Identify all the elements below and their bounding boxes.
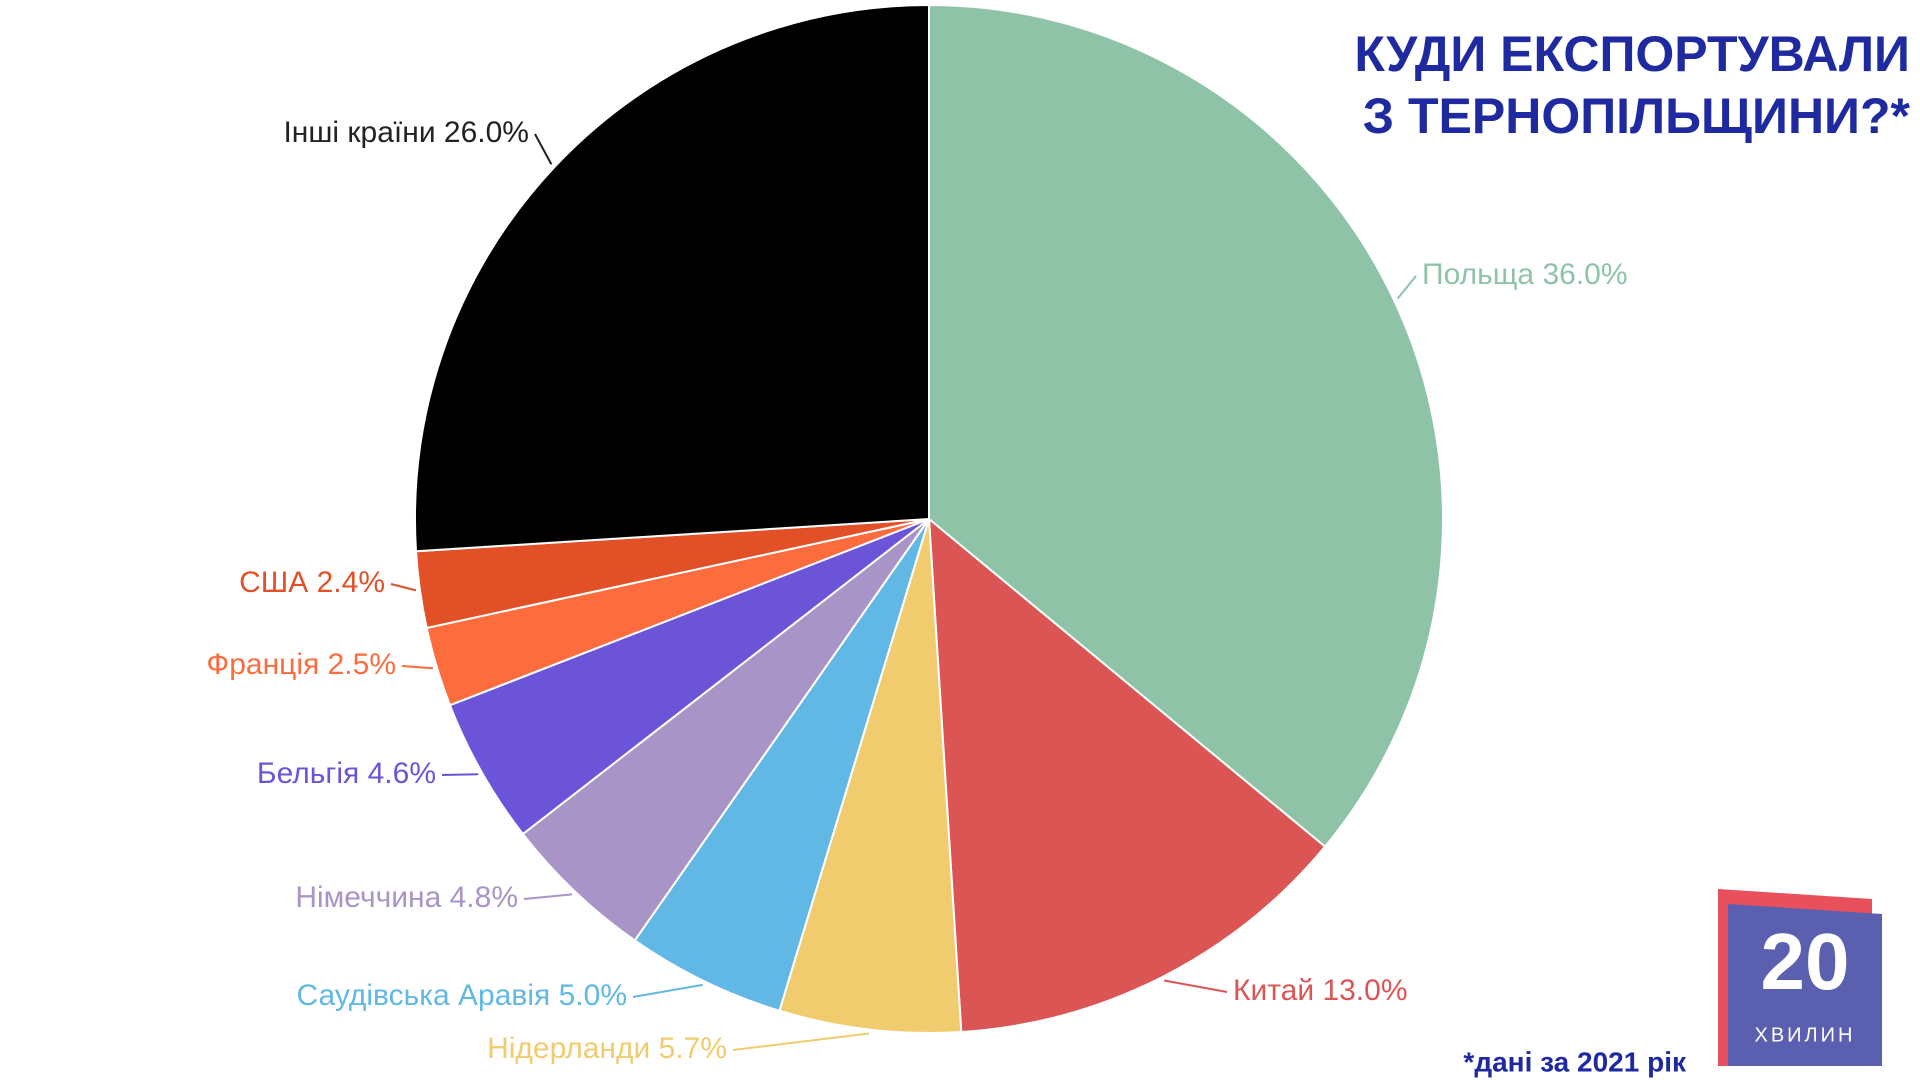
- chart-title: КУДИ ЕКСПОРТУВАЛИ: [1354, 26, 1910, 82]
- label-name: Німеччина: [295, 881, 441, 914]
- pie-slice: [927, 516, 1327, 1034]
- label-value: 2.4%: [317, 566, 385, 599]
- label-name: Китай: [1233, 974, 1314, 1007]
- leader-line: [401, 665, 434, 670]
- label-name: Франція: [206, 648, 319, 681]
- leader-line: [534, 133, 553, 165]
- data-label: Саудівська Аравія 5.0%: [296, 979, 627, 1012]
- leader-line: [441, 773, 479, 776]
- leader-line: [523, 893, 573, 900]
- label-name: Нідерланди: [487, 1032, 650, 1065]
- label-name: Бельгія: [257, 757, 359, 790]
- logo-box: [1728, 904, 1882, 1066]
- data-label: Франція 2.5%: [206, 648, 396, 681]
- leader-line: [1163, 979, 1228, 993]
- pie-slice: [928, 3, 1444, 849]
- leader-line: [632, 983, 703, 998]
- data-label: Німеччина 4.8%: [295, 881, 518, 914]
- logo: 20 ХВИЛИН: [1718, 889, 1882, 1066]
- data-label: Нідерланди 5.7%: [487, 1032, 727, 1065]
- label-name: Інші країни: [283, 116, 435, 149]
- label-value: 2.5%: [328, 648, 396, 681]
- data-label: Китай 13.0%: [1233, 974, 1408, 1007]
- pie-slice: [414, 3, 930, 553]
- data-label: Інші країни 26.0%: [283, 116, 529, 149]
- pie-slice: [633, 518, 930, 1012]
- pie-slice: [778, 518, 963, 1034]
- pie-slice: [521, 518, 930, 942]
- label-value: 36.0%: [1542, 258, 1627, 291]
- logo-number: 20: [1761, 917, 1850, 1006]
- data-label: США 2.4%: [239, 566, 385, 599]
- footnote: *дані за 2021 рік: [1463, 1046, 1687, 1077]
- data-label: Польща 36.0%: [1422, 258, 1628, 291]
- chart-title: З ТЕРНОПІЛЬЩИНИ?*: [1363, 88, 1911, 144]
- label-value: 4.6%: [368, 757, 436, 790]
- leader-line: [390, 583, 417, 592]
- label-value: 4.8%: [450, 881, 518, 914]
- label-name: США: [239, 566, 308, 599]
- leader-line: [732, 1032, 870, 1051]
- label-value: 13.0%: [1322, 974, 1407, 1007]
- logo-text: ХВИЛИН: [1755, 1024, 1856, 1046]
- label-value: 26.0%: [444, 116, 529, 149]
- label-name: Польща: [1422, 258, 1534, 291]
- label-name: Саудівська Аравія: [296, 979, 550, 1012]
- data-label: Бельгія 4.6%: [257, 757, 436, 790]
- label-value: 5.0%: [559, 979, 627, 1012]
- label-value: 5.7%: [659, 1032, 727, 1065]
- leader-line: [1396, 275, 1417, 300]
